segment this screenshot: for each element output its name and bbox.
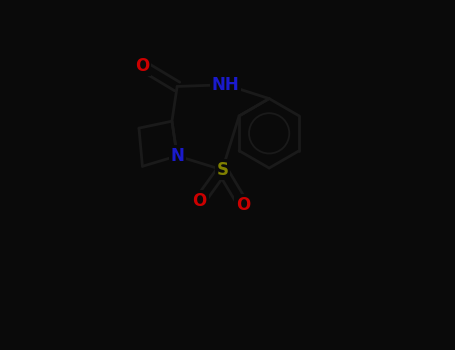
Text: N: N	[170, 147, 184, 165]
Text: S: S	[216, 161, 228, 179]
Text: NH: NH	[212, 76, 240, 94]
Text: O: O	[135, 57, 150, 75]
Text: O: O	[192, 192, 207, 210]
Text: O: O	[236, 196, 250, 213]
